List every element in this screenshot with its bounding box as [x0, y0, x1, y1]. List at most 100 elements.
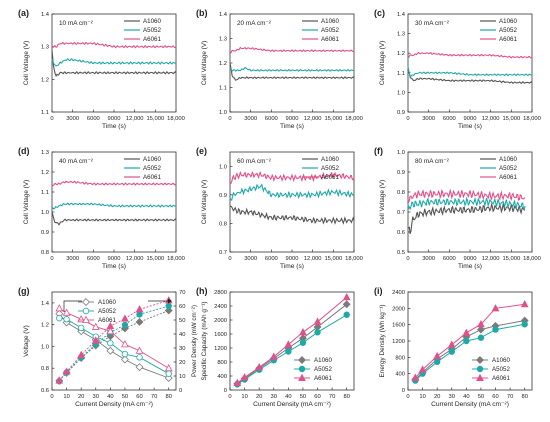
y-tick-label: 2000: [214, 318, 227, 324]
y-tick-label: 1.2: [219, 61, 227, 67]
legend-marker: [82, 315, 90, 323]
chart-panel: 0 10 20 30 40 50 60 70 8004008001200160020002400…: [196, 286, 355, 408]
voltage-line-A5052: [59, 317, 169, 375]
x-tick-label: 80: [343, 394, 349, 400]
y-axis-label: Cell Voltage (V): [23, 180, 30, 224]
panel-label: (f): [374, 146, 383, 156]
x-tick-label: 0: [406, 116, 409, 122]
x-axis-label: Time (s): [102, 263, 126, 270]
legend-marker: [476, 373, 484, 381]
power-point: [55, 376, 64, 384]
data-point: [477, 334, 485, 341]
voltage-point: [120, 355, 129, 364]
series-line-A6061: [51, 180, 177, 187]
y-tick-label: 1200: [392, 339, 405, 345]
panel-label: (e): [196, 146, 207, 156]
y-tick-label: 1.4: [41, 12, 50, 18]
x-tick-label: 15,000: [502, 116, 520, 122]
x-tick-label: 12,000: [482, 116, 500, 122]
y-tick-label: 0.9: [397, 110, 405, 116]
legend-marker: [82, 307, 90, 315]
x-tick-label: 20: [78, 394, 84, 400]
x-tick-label: 80: [521, 394, 527, 400]
power-point: [91, 336, 100, 344]
x-tick-label: 9000: [464, 116, 477, 122]
y-tick-label: 800: [217, 360, 227, 366]
data-point: [477, 320, 485, 328]
series-line-A1060: [408, 202, 526, 234]
x-tick-label: 18,000: [345, 116, 363, 122]
x-tick-label: 50: [478, 394, 484, 400]
y2-tick-label: 20: [179, 360, 185, 366]
y-tick-label: 0.7: [397, 210, 405, 216]
series-line-A5052: [51, 58, 177, 67]
x-tick-label: 0: [50, 116, 53, 122]
x-tick-label: 0: [406, 256, 409, 262]
legend-label: A1060: [321, 156, 339, 163]
series-line-A6061: [407, 188, 526, 203]
voltage-point: [164, 363, 173, 372]
x-tick-label: 40: [285, 394, 291, 400]
series-line-A6061: [229, 46, 355, 54]
panel-label: (h): [196, 286, 208, 296]
legend-marker: [298, 373, 306, 381]
x-tick-label: 60: [314, 394, 320, 400]
legend-marker: [476, 356, 484, 364]
x-tick-label: 12,000: [482, 256, 500, 262]
voltage-point: [91, 322, 100, 330]
series-line-A5052: [407, 66, 533, 79]
x-tick-label: 30: [449, 394, 455, 400]
y-tick-label: 400: [395, 372, 405, 378]
y-tick-label: 0: [402, 388, 405, 394]
series-line-A1060: [51, 49, 177, 78]
y-tick-label: 1.4: [397, 12, 406, 18]
y-tick-label: 0.9: [41, 230, 49, 236]
data-point: [463, 337, 470, 345]
data-point: [491, 304, 500, 312]
legend-label: A6061: [143, 174, 161, 181]
y-tick-label: 1.1: [219, 86, 227, 92]
x-tick-label: 6000: [87, 256, 100, 262]
y-tick-label: 0.8: [397, 190, 405, 196]
legend-marker: [298, 356, 306, 364]
legend-label: A5052: [314, 366, 332, 373]
chart-panel: 0 3000 6000 9000 12,000 15,000 18,000 0.7 0.8 0.9…: [196, 146, 363, 270]
y2-tick-label: 0: [179, 388, 182, 394]
data-point: [255, 363, 264, 371]
y-tick-label: 1.2: [41, 323, 49, 329]
voltage-point: [121, 340, 129, 348]
y-tick-label: 0.6: [397, 230, 405, 236]
y2-tick-label: 30: [179, 346, 185, 352]
x-tick-label: 40: [107, 394, 113, 400]
y-tick-label: 2400: [392, 290, 405, 296]
series-line-A1060: [229, 62, 355, 81]
data-point: [476, 325, 485, 334]
legend-marker: [298, 365, 306, 373]
voltage-point: [135, 346, 144, 354]
power-point: [77, 350, 86, 358]
chart-panel: 0 3000 6000 9000 12,000 15,000 18,000 0.5 0.6 0.7…: [374, 146, 541, 270]
data-point: [462, 328, 471, 336]
series-line-A5052: [407, 196, 526, 211]
x-axis-label: Current Density (mA cm⁻²): [75, 401, 153, 408]
y-axis-label: Cell Voltage (V): [201, 180, 208, 224]
data-point: [269, 352, 278, 360]
chart-panel: 0 10 20 30 40 50 60 70 8004008001200160020002400…: [374, 286, 533, 408]
x-tick-label: 15,000: [146, 256, 164, 262]
x-tick-label: 3000: [244, 116, 257, 122]
y-axis-label: Cell Voltage (V): [23, 41, 30, 85]
x-tick-label: 50: [122, 394, 128, 400]
y2-tick-label: 10: [179, 374, 185, 380]
x-tick-label: 30: [93, 394, 99, 400]
x-tick-label: 20: [434, 394, 440, 400]
voltage-axis-arrow: [63, 300, 82, 312]
y-tick-label: 1.3: [397, 32, 405, 38]
power-point: [135, 317, 144, 326]
y-tick-label: 1600: [214, 332, 227, 338]
x-tick-label: 60: [492, 394, 498, 400]
current-density-annotation: 30 mA cm⁻²: [415, 20, 449, 27]
y-tick-label: 2000: [392, 306, 405, 312]
panel-label: (a): [18, 8, 29, 18]
y-tick-label: 1.3: [41, 45, 49, 51]
